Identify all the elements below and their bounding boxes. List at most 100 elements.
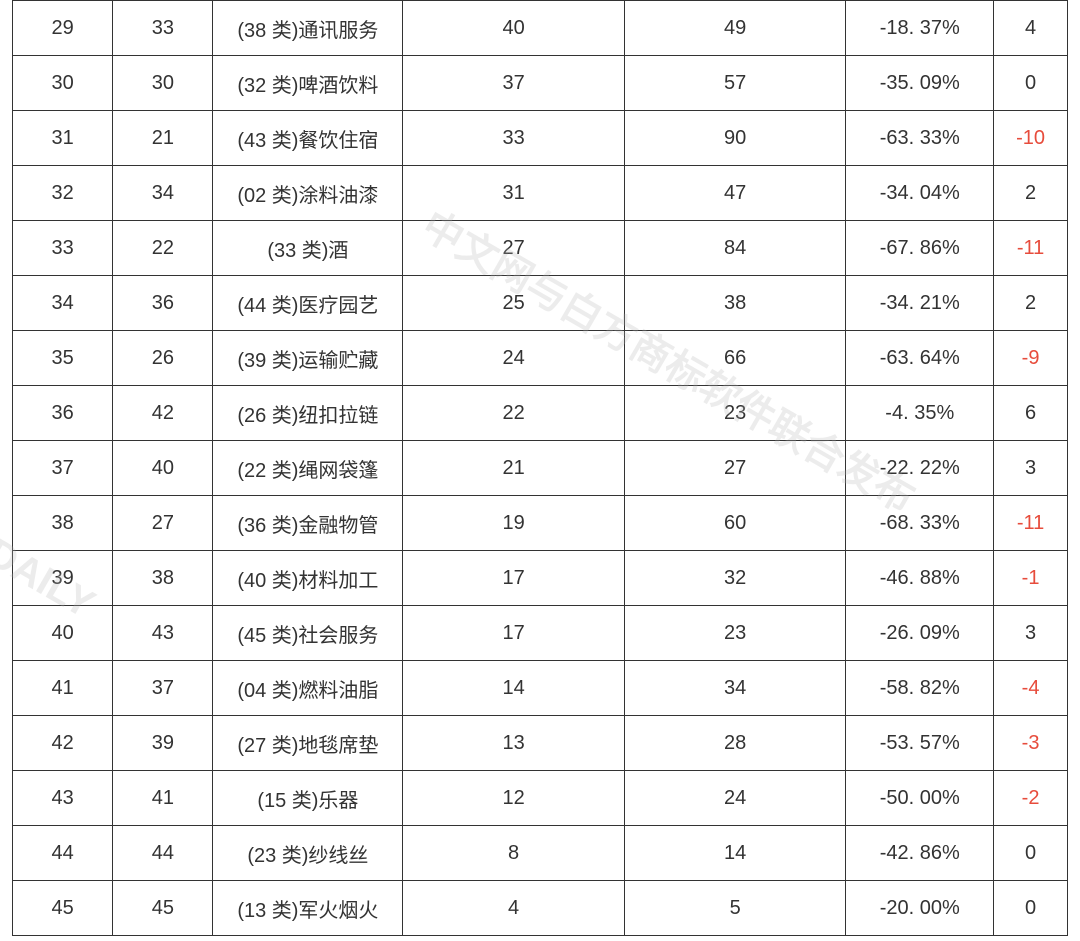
class-name-cell: (43 类)餐饮住宿 bbox=[213, 111, 403, 166]
rank-previous-cell: 21 bbox=[113, 111, 213, 166]
rank-current-cell: 32 bbox=[13, 166, 113, 221]
rank-current-cell: 38 bbox=[13, 496, 113, 551]
value-current-cell: 40 bbox=[403, 1, 625, 56]
percent-change-cell: -46. 88% bbox=[846, 551, 994, 606]
class-name-cell: (15 类)乐器 bbox=[213, 771, 403, 826]
rank-previous-cell: 44 bbox=[113, 826, 213, 881]
table-row: 4341(15 类)乐器1224-50. 00%-2 bbox=[13, 771, 1068, 826]
rank-delta-cell: -10 bbox=[994, 111, 1068, 166]
rank-delta-cell: -9 bbox=[994, 331, 1068, 386]
rank-current-cell: 35 bbox=[13, 331, 113, 386]
rank-delta-cell: -11 bbox=[994, 496, 1068, 551]
rank-delta-cell: -4 bbox=[994, 661, 1068, 716]
rank-delta-cell: -3 bbox=[994, 716, 1068, 771]
value-previous-cell: 5 bbox=[624, 881, 846, 936]
class-name-cell: (02 类)涂料油漆 bbox=[213, 166, 403, 221]
percent-change-cell: -67. 86% bbox=[846, 221, 994, 276]
value-previous-cell: 34 bbox=[624, 661, 846, 716]
table-row: 3436(44 类)医疗园艺2538-34. 21%2 bbox=[13, 276, 1068, 331]
value-previous-cell: 60 bbox=[624, 496, 846, 551]
rank-current-cell: 31 bbox=[13, 111, 113, 166]
value-current-cell: 19 bbox=[403, 496, 625, 551]
class-name-cell: (36 类)金融物管 bbox=[213, 496, 403, 551]
percent-change-cell: -63. 64% bbox=[846, 331, 994, 386]
value-current-cell: 17 bbox=[403, 551, 625, 606]
rank-previous-cell: 22 bbox=[113, 221, 213, 276]
class-name-cell: (27 类)地毯席垫 bbox=[213, 716, 403, 771]
rank-previous-cell: 26 bbox=[113, 331, 213, 386]
value-current-cell: 37 bbox=[403, 56, 625, 111]
value-previous-cell: 47 bbox=[624, 166, 846, 221]
value-previous-cell: 49 bbox=[624, 1, 846, 56]
rank-current-cell: 40 bbox=[13, 606, 113, 661]
table-row: 2933(38 类)通讯服务4049-18. 37%4 bbox=[13, 1, 1068, 56]
value-current-cell: 4 bbox=[403, 881, 625, 936]
rank-delta-cell: -2 bbox=[994, 771, 1068, 826]
rank-delta-cell: 0 bbox=[994, 826, 1068, 881]
rank-delta-cell: 3 bbox=[994, 606, 1068, 661]
percent-change-cell: -63. 33% bbox=[846, 111, 994, 166]
rank-previous-cell: 37 bbox=[113, 661, 213, 716]
rank-delta-cell: 0 bbox=[994, 881, 1068, 936]
value-current-cell: 33 bbox=[403, 111, 625, 166]
rank-current-cell: 44 bbox=[13, 826, 113, 881]
value-previous-cell: 84 bbox=[624, 221, 846, 276]
rank-current-cell: 42 bbox=[13, 716, 113, 771]
table-row: 3234(02 类)涂料油漆3147-34. 04%2 bbox=[13, 166, 1068, 221]
percent-change-cell: -4. 35% bbox=[846, 386, 994, 441]
rank-current-cell: 39 bbox=[13, 551, 113, 606]
percent-change-cell: -34. 04% bbox=[846, 166, 994, 221]
rank-previous-cell: 38 bbox=[113, 551, 213, 606]
table-row: 3740(22 类)绳网袋篷2127-22. 22%3 bbox=[13, 441, 1068, 496]
class-name-cell: (40 类)材料加工 bbox=[213, 551, 403, 606]
trademark-class-table-container: 2933(38 类)通讯服务4049-18. 37%43030(32 类)啤酒饮… bbox=[0, 0, 1080, 936]
rank-current-cell: 33 bbox=[13, 221, 113, 276]
value-previous-cell: 38 bbox=[624, 276, 846, 331]
rank-current-cell: 34 bbox=[13, 276, 113, 331]
class-name-cell: (33 类)酒 bbox=[213, 221, 403, 276]
percent-change-cell: -34. 21% bbox=[846, 276, 994, 331]
value-previous-cell: 32 bbox=[624, 551, 846, 606]
rank-previous-cell: 33 bbox=[113, 1, 213, 56]
rank-previous-cell: 39 bbox=[113, 716, 213, 771]
rank-previous-cell: 41 bbox=[113, 771, 213, 826]
percent-change-cell: -53. 57% bbox=[846, 716, 994, 771]
table-row: 4043(45 类)社会服务1723-26. 09%3 bbox=[13, 606, 1068, 661]
value-current-cell: 12 bbox=[403, 771, 625, 826]
table-row: 4444(23 类)纱线丝814-42. 86%0 bbox=[13, 826, 1068, 881]
rank-current-cell: 37 bbox=[13, 441, 113, 496]
rank-current-cell: 41 bbox=[13, 661, 113, 716]
trademark-class-table: 2933(38 类)通讯服务4049-18. 37%43030(32 类)啤酒饮… bbox=[12, 0, 1068, 936]
rank-delta-cell: 6 bbox=[994, 386, 1068, 441]
value-previous-cell: 24 bbox=[624, 771, 846, 826]
rank-previous-cell: 27 bbox=[113, 496, 213, 551]
table-row: 3526(39 类)运输贮藏2466-63. 64%-9 bbox=[13, 331, 1068, 386]
value-current-cell: 21 bbox=[403, 441, 625, 496]
value-previous-cell: 27 bbox=[624, 441, 846, 496]
class-name-cell: (04 类)燃料油脂 bbox=[213, 661, 403, 716]
percent-change-cell: -35. 09% bbox=[846, 56, 994, 111]
percent-change-cell: -22. 22% bbox=[846, 441, 994, 496]
class-name-cell: (13 类)军火烟火 bbox=[213, 881, 403, 936]
table-row: 4545(13 类)军火烟火45-20. 00%0 bbox=[13, 881, 1068, 936]
class-name-cell: (32 类)啤酒饮料 bbox=[213, 56, 403, 111]
rank-previous-cell: 45 bbox=[113, 881, 213, 936]
table-row: 3030(32 类)啤酒饮料3757-35. 09%0 bbox=[13, 56, 1068, 111]
class-name-cell: (45 类)社会服务 bbox=[213, 606, 403, 661]
table-row: 3642(26 类)纽扣拉链2223-4. 35%6 bbox=[13, 386, 1068, 441]
value-previous-cell: 14 bbox=[624, 826, 846, 881]
rank-previous-cell: 40 bbox=[113, 441, 213, 496]
percent-change-cell: -18. 37% bbox=[846, 1, 994, 56]
value-current-cell: 27 bbox=[403, 221, 625, 276]
rank-delta-cell: 2 bbox=[994, 276, 1068, 331]
value-previous-cell: 28 bbox=[624, 716, 846, 771]
rank-previous-cell: 43 bbox=[113, 606, 213, 661]
percent-change-cell: -42. 86% bbox=[846, 826, 994, 881]
value-current-cell: 8 bbox=[403, 826, 625, 881]
percent-change-cell: -26. 09% bbox=[846, 606, 994, 661]
value-current-cell: 13 bbox=[403, 716, 625, 771]
percent-change-cell: -58. 82% bbox=[846, 661, 994, 716]
table-row: 3827(36 类)金融物管1960-68. 33%-11 bbox=[13, 496, 1068, 551]
value-current-cell: 25 bbox=[403, 276, 625, 331]
rank-delta-cell: 3 bbox=[994, 441, 1068, 496]
